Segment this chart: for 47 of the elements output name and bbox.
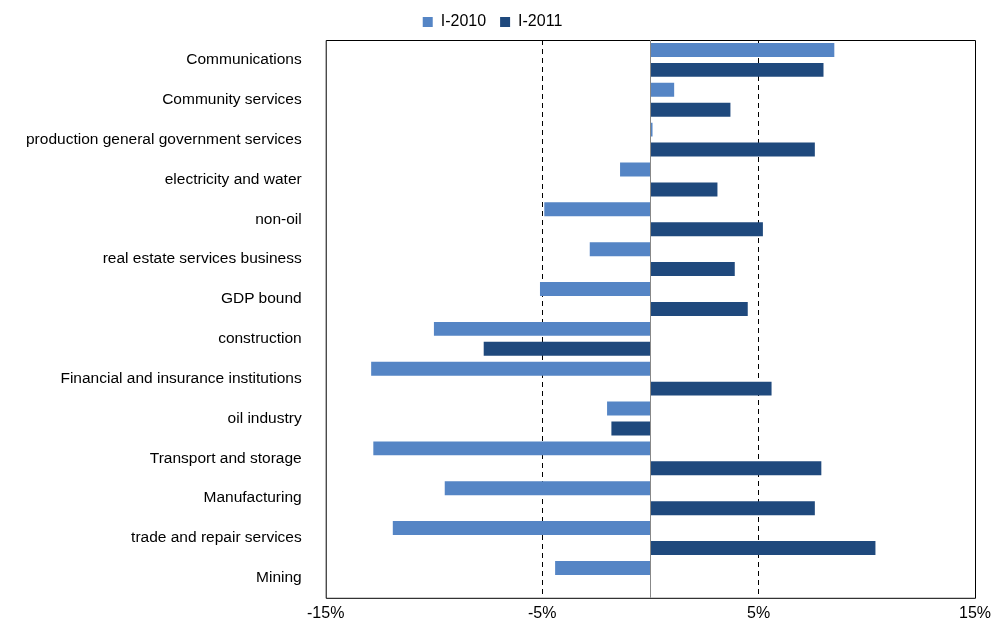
bar: [650, 461, 822, 476]
bar: [555, 560, 651, 575]
bar: [650, 102, 731, 117]
y-tick-label: Manufacturing: [203, 488, 302, 506]
bar: [650, 541, 876, 555]
x-tick-label: 15%: [958, 603, 992, 621]
legend-label: I-2010: [440, 12, 487, 30]
y-tick-label: real estate services business: [102, 249, 302, 267]
y-tick-label: construction: [218, 329, 302, 347]
y-tick-label: Transport and storage: [149, 448, 302, 466]
y-tick-label: Communications: [186, 50, 302, 68]
bar: [650, 62, 824, 77]
bar: [444, 481, 651, 496]
bar: [650, 42, 835, 57]
bar: [539, 282, 651, 296]
bar: [392, 521, 651, 536]
y-tick-label: trade and repair services: [131, 528, 302, 546]
bar: [589, 242, 651, 257]
y-tick-label: GDP bound: [220, 289, 302, 307]
y-tick-label: Community services: [162, 90, 302, 108]
bar: [620, 162, 651, 177]
bar: [650, 381, 772, 396]
bar: [611, 421, 651, 436]
bar: [483, 341, 651, 356]
bar: [650, 301, 748, 316]
y-tick-label: production general government services: [25, 129, 302, 147]
legend-label: I-2011: [518, 12, 563, 30]
bar: [650, 262, 735, 277]
x-tick-label: -5%: [527, 603, 557, 621]
bar: [371, 361, 651, 376]
y-tick-label: non-oil: [255, 209, 302, 227]
bar: [650, 222, 763, 237]
bar: [650, 501, 815, 516]
x-tick-label: -15%: [307, 603, 345, 621]
bar: [544, 202, 651, 217]
bar: [607, 401, 651, 416]
y-tick-label: Mining: [256, 568, 302, 586]
x-tick-label: 5%: [747, 603, 771, 621]
bar: [650, 82, 675, 97]
bar: [650, 122, 653, 137]
bar: [650, 182, 718, 197]
y-tick-label: electricity and water: [164, 169, 302, 187]
y-tick-label: oil industry: [227, 408, 302, 426]
bar: [433, 321, 651, 336]
bar: [650, 142, 815, 157]
y-tick-label: Financial and insurance institutions: [60, 368, 302, 386]
bar: [373, 441, 651, 456]
